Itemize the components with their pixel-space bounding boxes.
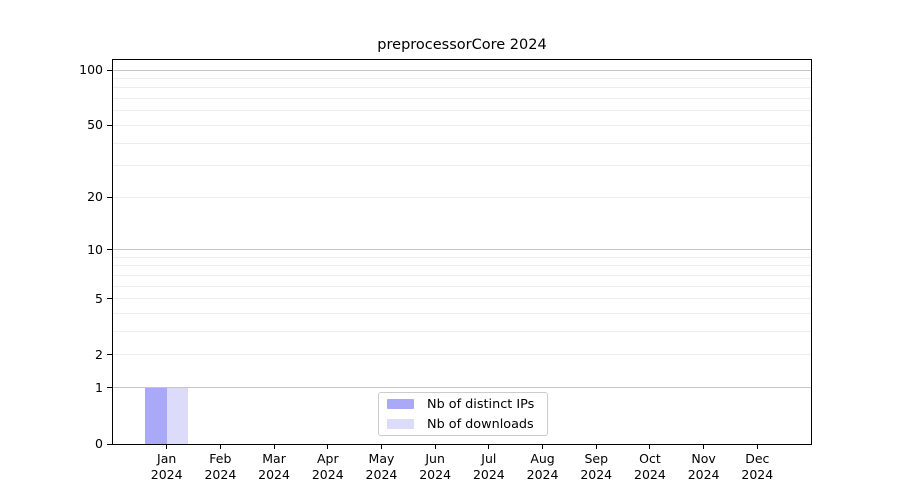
x-tick-label: Aug 2024 xyxy=(526,451,559,482)
y-tick xyxy=(107,354,113,356)
legend-entry-downloads: Nb of downloads xyxy=(379,416,547,433)
legend-label-downloads: Nb of downloads xyxy=(427,416,534,432)
gridline-minor xyxy=(113,274,811,276)
x-tick xyxy=(219,444,221,449)
x-tick xyxy=(542,444,544,449)
y-tick-label: 50 xyxy=(87,117,103,133)
gridline-minor xyxy=(113,256,811,258)
gridline-minor xyxy=(113,285,811,287)
gridline-minor xyxy=(113,87,811,89)
y-tick xyxy=(107,443,113,445)
x-tick xyxy=(434,444,436,449)
gridline-minor xyxy=(113,313,811,315)
y-tick xyxy=(107,387,113,389)
x-tick-label: Jan 2024 xyxy=(150,451,183,482)
y-tick xyxy=(107,249,113,251)
bars-layer xyxy=(113,60,811,444)
x-tick-label: Oct 2024 xyxy=(634,451,666,482)
x-tick-label: May 2024 xyxy=(365,451,398,482)
y-tick xyxy=(107,69,113,71)
x-tick-label: Jul 2024 xyxy=(472,451,505,482)
y-tick xyxy=(107,196,113,198)
gridline-minor xyxy=(113,265,811,267)
legend: Nb of distinct IPs Nb of downloads xyxy=(378,392,548,436)
legend-swatch-distinct-ips xyxy=(387,399,414,409)
y-tick-label: 100 xyxy=(79,62,103,77)
x-tick-label: Sep 2024 xyxy=(580,451,613,482)
gridline-minor xyxy=(113,331,811,333)
x-tick xyxy=(595,444,597,449)
legend-label-distinct-ips: Nb of distinct IPs xyxy=(427,396,535,412)
y-tick-label: 0 xyxy=(95,436,103,451)
x-tick xyxy=(756,444,758,449)
bar-nb-of-downloads xyxy=(166,387,189,444)
gridline-minor xyxy=(113,298,811,300)
gridline-major xyxy=(113,387,811,389)
gridlines-layer xyxy=(113,60,811,444)
x-tick xyxy=(488,444,490,449)
y-tick-label: 10 xyxy=(87,241,103,257)
y-tick-label: 20 xyxy=(87,189,103,205)
bar-nb-of-distinct-ips xyxy=(145,387,167,444)
gridline-minor xyxy=(113,124,811,126)
chart-title: preprocessorCore 2024 xyxy=(377,37,547,53)
gridline-minor xyxy=(113,77,811,79)
x-tick-label: Nov 2024 xyxy=(687,451,720,482)
gridline-minor xyxy=(113,142,811,144)
x-tick xyxy=(327,444,329,449)
y-tick xyxy=(107,124,113,126)
y-tick-label: 2 xyxy=(95,346,103,362)
gridline-major xyxy=(113,249,811,251)
plot-area xyxy=(112,59,812,445)
x-tick xyxy=(649,444,651,449)
x-tick xyxy=(166,444,168,449)
legend-entry-distinct-ips: Nb of distinct IPs xyxy=(379,396,547,413)
y-tick-label: 1 xyxy=(95,379,103,395)
x-tick xyxy=(273,444,275,449)
x-tick-label: Dec 2024 xyxy=(741,451,774,482)
x-tick xyxy=(703,444,705,449)
gridline-minor xyxy=(113,354,811,356)
y-tick xyxy=(107,298,113,300)
y-tick-label: 5 xyxy=(95,290,103,306)
gridline-minor xyxy=(113,110,811,112)
legend-swatch-downloads xyxy=(387,419,414,429)
gridline-major xyxy=(113,69,811,71)
x-tick-label: Feb 2024 xyxy=(204,451,237,482)
gridline-minor xyxy=(113,98,811,100)
x-tick-label: Mar 2024 xyxy=(258,451,290,482)
x-tick xyxy=(380,444,382,449)
x-tick-label: Jun 2024 xyxy=(419,451,452,482)
gridline-minor xyxy=(113,165,811,167)
x-tick-label: Apr 2024 xyxy=(311,451,344,482)
gridline-minor xyxy=(113,196,811,198)
